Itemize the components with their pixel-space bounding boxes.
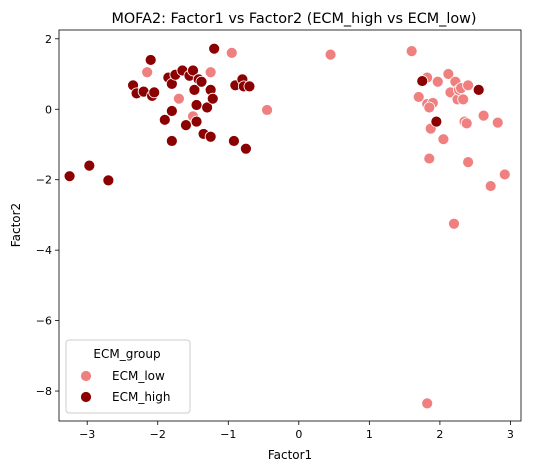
- point-ecm-low: [448, 217, 460, 230]
- point-ecm-low: [421, 397, 434, 410]
- data-points: [63, 42, 511, 410]
- point-ecm-low: [460, 117, 473, 130]
- plot-frame: [58, 29, 522, 422]
- point-ecm-high: [148, 86, 161, 99]
- axes-ticks: −3 −2 −1 0 1 2 3 2 0 −2 −4 −6 −8: [36, 33, 514, 441]
- point-ecm-low: [462, 156, 474, 168]
- legend-frame: [65, 339, 191, 414]
- point-ecm-high: [206, 92, 219, 105]
- x-tick-label: −3: [79, 428, 95, 441]
- x-tick-label: 3: [507, 428, 514, 441]
- point-ecm-low: [141, 66, 154, 79]
- y-tick-label: −2: [36, 174, 52, 187]
- point-ecm-low: [261, 104, 273, 116]
- x-tick-label: −1: [220, 428, 236, 441]
- point-ecm-high: [430, 115, 443, 128]
- point-ecm-high: [102, 174, 115, 187]
- point-ecm-low: [484, 180, 497, 192]
- y-tick-label: −8: [36, 385, 52, 398]
- y-tick-label: −6: [36, 315, 52, 328]
- x-tick-label: 0: [295, 428, 302, 441]
- point-ecm-high: [180, 119, 192, 132]
- point-ecm-high: [204, 130, 217, 143]
- point-ecm-low: [457, 93, 470, 106]
- y-tick-label: −4: [36, 244, 52, 257]
- point-ecm-low: [405, 45, 418, 58]
- point-ecm-high: [187, 64, 199, 77]
- x-tick-label: 2: [436, 428, 443, 441]
- point-ecm-low: [462, 79, 474, 92]
- legend-title: ECM_group: [93, 347, 160, 361]
- point-ecm-low: [498, 168, 511, 181]
- point-ecm-low: [491, 116, 504, 129]
- point-ecm-high: [190, 115, 203, 128]
- point-ecm-high: [472, 83, 485, 96]
- point-ecm-high: [228, 135, 240, 147]
- y-axis-label: Factor2: [9, 203, 23, 247]
- point-ecm-low: [423, 152, 436, 165]
- legend: ECM_group ECM_low ECM_high: [65, 339, 191, 414]
- point-ecm-low: [431, 75, 444, 88]
- point-ecm-low: [423, 101, 436, 114]
- legend-marker-ecm-low: [80, 370, 92, 382]
- x-axis-label: Factor1: [268, 448, 312, 462]
- x-tick-label: 1: [366, 428, 373, 441]
- point-ecm-high: [416, 75, 429, 87]
- y-tick-label: 2: [45, 33, 52, 46]
- point-ecm-low: [173, 92, 185, 105]
- point-ecm-high: [165, 135, 178, 147]
- point-ecm-low: [437, 133, 450, 146]
- point-ecm-high: [240, 142, 252, 155]
- point-ecm-high: [208, 42, 221, 55]
- point-ecm-low: [477, 109, 490, 122]
- point-ecm-low: [412, 91, 425, 103]
- point-ecm-high: [165, 105, 178, 117]
- point-ecm-high: [63, 170, 76, 183]
- point-ecm-high: [188, 83, 201, 96]
- point-ecm-high: [243, 80, 256, 93]
- x-tick-label: −2: [150, 428, 166, 441]
- legend-marker-ecm-high: [80, 391, 92, 403]
- chart-title: MOFA2: Factor1 vs Factor2 (ECM_high vs E…: [111, 11, 476, 27]
- point-ecm-high: [83, 159, 96, 172]
- point-ecm-low: [442, 68, 455, 80]
- point-ecm-low: [225, 46, 238, 59]
- point-ecm-low: [204, 66, 217, 79]
- point-ecm-low: [324, 48, 337, 61]
- legend-label-ecm-low: ECM_low: [112, 369, 165, 383]
- point-ecm-high: [201, 101, 214, 114]
- y-tick-label: 0: [45, 103, 52, 116]
- point-ecm-high: [195, 75, 208, 88]
- legend-label-ecm-high: ECM_high: [112, 390, 170, 404]
- point-ecm-high: [158, 113, 171, 126]
- point-ecm-high: [144, 54, 157, 66]
- point-ecm-high: [190, 99, 203, 111]
